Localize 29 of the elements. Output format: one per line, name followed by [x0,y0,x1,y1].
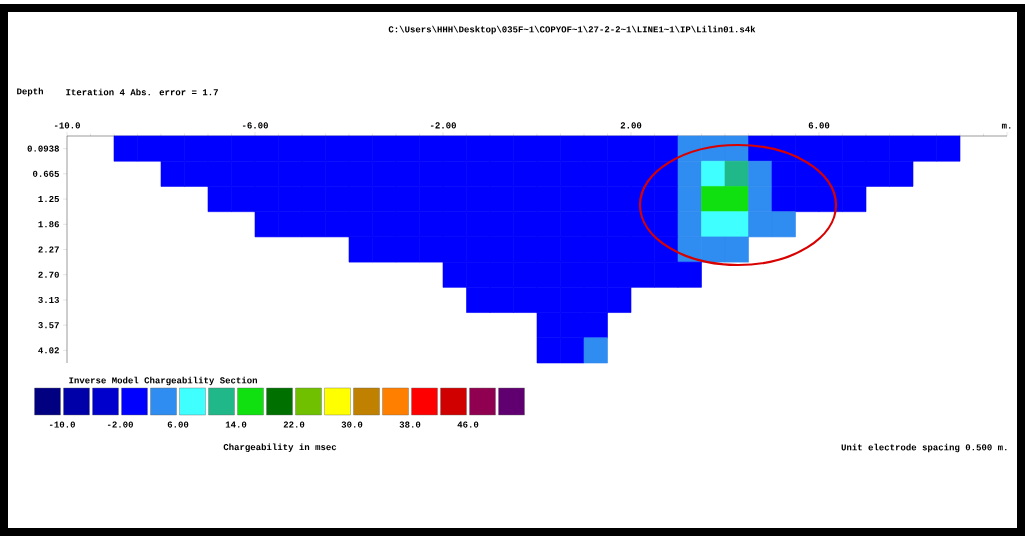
x-tick-label: 2.00 [620,122,642,129]
text: Inverse Model Chargeability Section [69,376,257,386]
x-tick-label: -10.0 [54,122,80,129]
y-tick-label: 3.13 [38,296,60,303]
color-bar-label: 30.0 [341,421,363,428]
color-bar-label: 38.0 [399,421,421,428]
y-tick-label: 1.86 [38,221,59,228]
color-bar-title: Chargeability in msec [223,443,337,452]
y-tick-label: 1.25 [38,196,60,203]
y-tick-label: 2.27 [38,246,59,253]
color-bar-label: 6.00 [167,421,189,428]
y-tick-label: 0.665 [32,170,60,177]
chart-subtitle: Iteration 4 Abs. error = 1.7 [66,88,218,96]
y-tick-label: 3.57 [38,322,59,329]
color-bar-label: -10.0 [49,421,75,428]
x-tick-label: -6.00 [242,122,268,129]
color-bar-label: 46.0 [457,421,479,428]
text: Unit electrode spacing 0.500 m. [841,443,1007,453]
y-tick-label: 0.0938 [27,145,59,152]
x-tick-label: -2.00 [430,122,456,129]
y-tick-label: 4.02 [38,347,59,354]
y-tick-label: 2.70 [38,271,59,278]
color-bar-label: 14.0 [225,421,247,428]
color-bar-label: -2.00 [107,421,133,428]
y-axis-title: Depth [17,87,43,97]
x-tick-label: 6.00 [808,122,830,129]
color-bar-label: 22.0 [283,421,305,428]
x-tick-label: m. [1001,123,1011,129]
chart-title: C:\Users\HHH\Desktop\035F~1\COPYOF~1\27-2-2~1\LINE1~1\IP\Lilin01.s4k [388,25,756,35]
